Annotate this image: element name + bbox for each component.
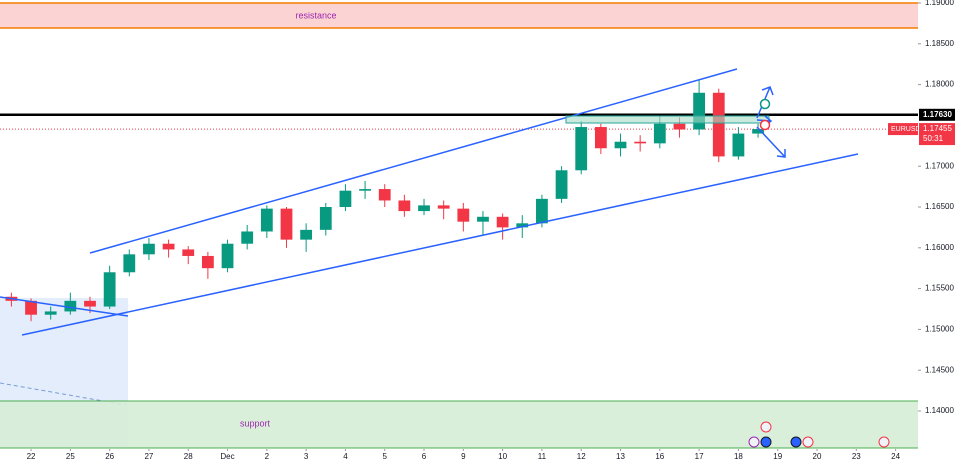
support-zone [0, 401, 918, 448]
candle-body [614, 141, 627, 149]
candle-body [339, 190, 352, 208]
arrow-down [756, 126, 786, 158]
candle-body [123, 254, 136, 273]
x-tick-label: 9 [461, 452, 466, 461]
y-tick-label: 1.14500 [925, 365, 954, 374]
y-tick-label: 1.16500 [925, 202, 954, 211]
y-tick-label: 1.18500 [925, 39, 954, 48]
candle-body [496, 216, 509, 228]
candle-body [398, 200, 411, 212]
target-up [759, 98, 771, 110]
candle-body [378, 189, 391, 201]
candle-body [359, 189, 371, 191]
target-down [759, 119, 771, 131]
support-label: support [240, 418, 271, 428]
candle-body [712, 92, 725, 157]
candle-body [103, 272, 116, 307]
x-tick-label: 10 [498, 452, 507, 461]
event-icon[interactable] [748, 436, 760, 448]
candle-body [162, 243, 175, 250]
channel-lower [21, 153, 859, 336]
candle-body [319, 207, 332, 230]
candle-body [84, 300, 96, 307]
y-tick-label: 1.14000 [925, 406, 954, 415]
breakout-box [565, 115, 770, 124]
price-label: 1.17455 [923, 124, 952, 133]
candle-body [575, 127, 588, 171]
candle-body [64, 300, 77, 312]
candle-body [418, 205, 430, 212]
x-tick-label: 16 [655, 452, 664, 461]
wedge-line [0, 296, 129, 317]
candle-body [25, 300, 37, 315]
x-tick-label: 20 [813, 452, 822, 461]
candle-body [732, 133, 745, 157]
x-tick-label: 24 [891, 452, 900, 461]
countdown-label: 50:31 [923, 134, 944, 143]
candle-body [437, 205, 450, 209]
level-box [919, 108, 955, 121]
y-tick-label: 1.15500 [925, 284, 954, 293]
x-tick-label: 6 [422, 452, 427, 461]
level-label: 1.17630 [923, 110, 952, 119]
x-tick-label: 12 [577, 452, 586, 461]
candle-body [594, 127, 607, 149]
axes: 1.19000 1.18500 1.18000 1.17000 1.16500 1.160… [27, 0, 955, 461]
event-icon[interactable] [802, 436, 814, 448]
event-icon[interactable] [760, 436, 772, 448]
x-tick-label: 18 [734, 452, 743, 461]
x-tick-label: 27 [144, 452, 153, 461]
channel-upper [89, 68, 738, 254]
candle-body [653, 123, 666, 144]
x-tick-label: 11 [538, 452, 547, 461]
candle-body [241, 231, 254, 244]
candle-body [300, 229, 313, 240]
candle-body [555, 170, 568, 199]
y-tick-label: 1.15000 [925, 325, 954, 334]
x-tick-label: 19 [773, 452, 782, 461]
candle-body [693, 92, 706, 130]
candle-body [44, 311, 57, 315]
y-tick-label: 1.19000 [925, 0, 954, 7]
candle-body [143, 243, 155, 255]
candle-body [457, 208, 470, 222]
x-tick-label: 3 [304, 452, 309, 461]
x-tick-label: 2 [265, 452, 270, 461]
event-icon[interactable] [790, 436, 802, 448]
y-tick-label: 1.16000 [925, 243, 954, 252]
x-tick-label: 26 [105, 452, 114, 461]
event-icon[interactable] [878, 436, 890, 448]
symbol-label: EURUSD [891, 126, 921, 133]
x-tick-label: 22 [27, 452, 36, 461]
event-icon[interactable] [760, 421, 772, 433]
candle-body [536, 198, 548, 224]
x-tick-label: 23 [852, 452, 861, 461]
candle-body [201, 255, 214, 269]
candle-body [260, 208, 273, 232]
x-tick-label: 5 [383, 452, 388, 461]
resistance-label: resistance [295, 10, 336, 20]
price-axis [918, 0, 963, 461]
x-tick-label: 13 [616, 452, 625, 461]
candle-body [516, 223, 529, 228]
candle-body [673, 123, 686, 130]
x-tick-label: 25 [66, 452, 75, 461]
x-tick-label: Dec [220, 452, 234, 461]
candle-body [221, 243, 234, 269]
y-tick-label: 1.17000 [925, 161, 954, 170]
candle-body [182, 249, 195, 256]
candle-body [634, 141, 647, 144]
candle-body [752, 129, 764, 134]
resistance-zone [0, 3, 918, 28]
y-tick-label: 1.18000 [925, 80, 954, 89]
x-tick-label: 17 [695, 452, 704, 461]
candle-body [477, 216, 489, 222]
x-tick-label: 4 [343, 452, 348, 461]
symbol-box [888, 123, 918, 136]
x-tick-label: 28 [184, 452, 193, 461]
price-box [919, 123, 955, 146]
candle-body [280, 208, 293, 240]
